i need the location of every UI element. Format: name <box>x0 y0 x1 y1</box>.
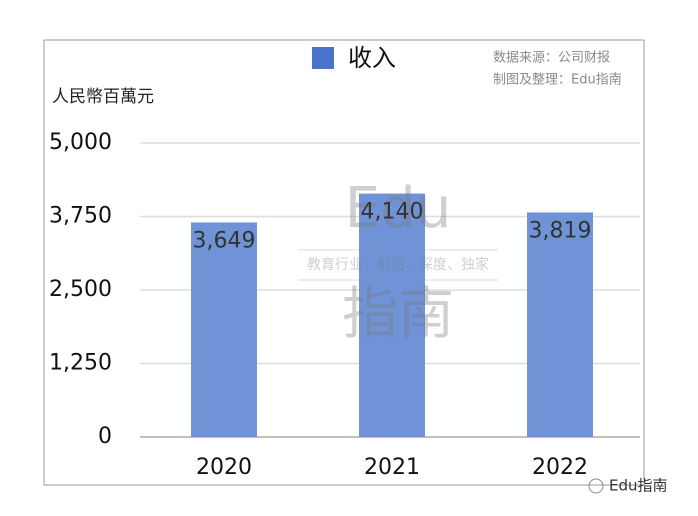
watermark: Edu 教育行业，前沿、深度、独家 指南 <box>298 176 498 347</box>
x-tick-label: 2020 <box>196 455 252 480</box>
data-label: 3,819 <box>529 218 592 243</box>
y-tick-label: 1,250 <box>49 351 112 376</box>
watermark-tagline: 教育行业，前沿、深度、独家 <box>307 256 489 273</box>
source-line: 制图及整理：Edu指南 <box>493 72 622 88</box>
bar <box>527 212 593 437</box>
watermark-logo: Edu <box>345 176 451 241</box>
legend-swatch <box>312 47 334 69</box>
y-tick-label: 0 <box>98 424 112 449</box>
y-tick-label: 5,000 <box>49 130 112 155</box>
wechat-icon <box>588 478 604 494</box>
x-tick-label: 2022 <box>532 455 588 480</box>
legend-label: 收入 <box>348 44 396 72</box>
watermark-name: 指南 <box>342 282 454 347</box>
data-label: 4,140 <box>361 200 424 225</box>
y-tick-label: 2,500 <box>49 277 112 302</box>
y-tick-label: 3,750 <box>49 204 112 229</box>
source-line: 数据来源：公司财报 <box>493 51 610 66</box>
x-tick-label: 2021 <box>364 455 420 480</box>
data-label: 3,649 <box>193 228 256 253</box>
footer: Edu指南 <box>609 477 668 495</box>
bar <box>359 193 425 437</box>
bar <box>191 222 257 437</box>
y-axis-label: 人民幣百萬元 <box>52 87 154 107</box>
